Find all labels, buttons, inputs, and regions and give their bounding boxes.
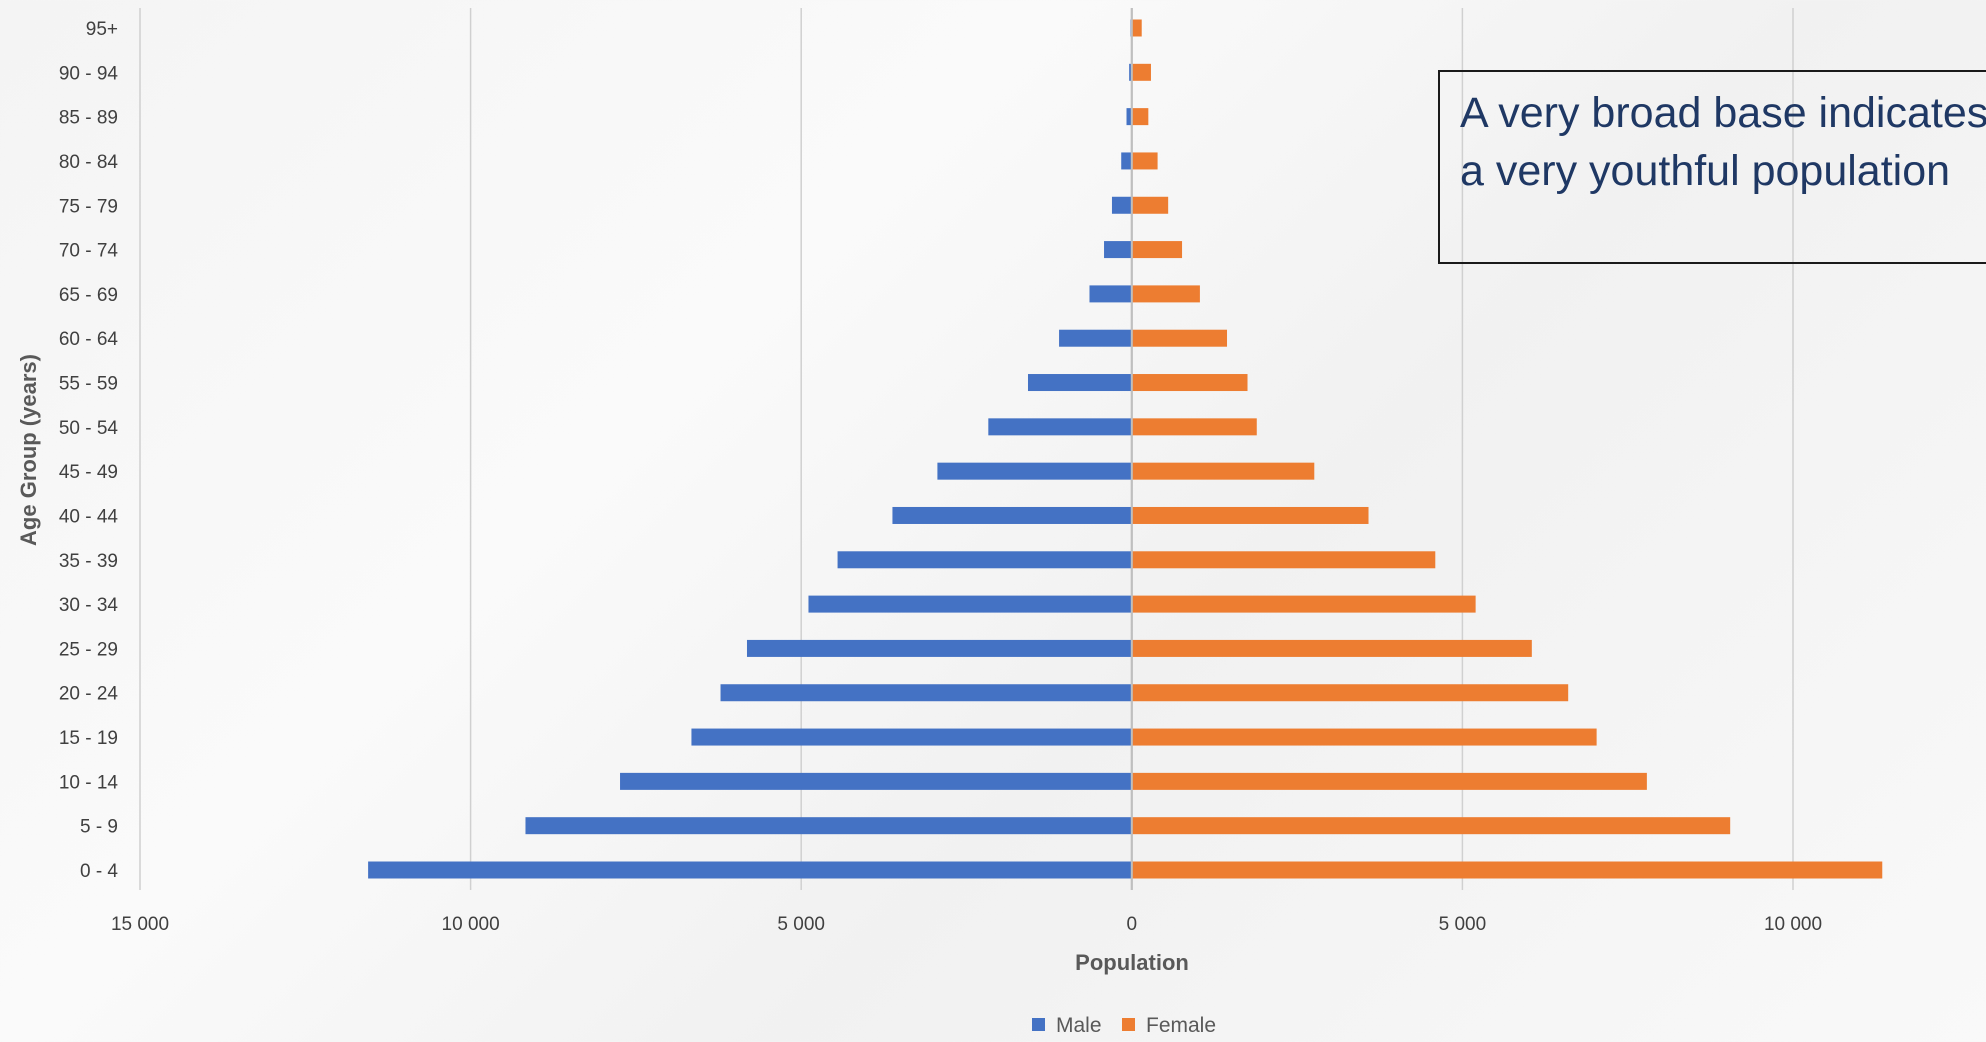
bar-female-8 bbox=[1131, 506, 1369, 524]
y-tick-label-12: 60 - 64 bbox=[59, 329, 119, 350]
legend-label-male: Male bbox=[1056, 1014, 1102, 1037]
bar-female-2 bbox=[1131, 772, 1647, 790]
bars bbox=[368, 8, 1883, 890]
y-tick-label-4: 20 - 24 bbox=[59, 684, 119, 705]
bar-male-15 bbox=[1111, 196, 1132, 214]
annotation-box: A very broad base indicates a very youth… bbox=[1438, 70, 1986, 264]
bar-male-0 bbox=[368, 861, 1132, 879]
bar-female-6 bbox=[1131, 595, 1476, 613]
legend: Male Female bbox=[1032, 1014, 1216, 1037]
x-tick-labels: 15 000 10 000 5 000 0 5 000 10 000 bbox=[111, 914, 1822, 935]
bar-male-12 bbox=[1059, 329, 1132, 347]
bar-male-5 bbox=[746, 639, 1132, 657]
bar-male-9 bbox=[937, 462, 1132, 480]
y-tick-label-7: 35 - 39 bbox=[59, 551, 118, 572]
bar-female-9 bbox=[1131, 462, 1315, 480]
y-tick-label-13: 65 - 69 bbox=[59, 285, 118, 306]
legend-label-female: Female bbox=[1146, 1014, 1216, 1037]
bar-male-17 bbox=[1126, 108, 1132, 126]
bar-female-0 bbox=[1131, 861, 1883, 879]
bar-female-17 bbox=[1131, 108, 1149, 126]
y-tick-label-9: 45 - 49 bbox=[59, 462, 118, 483]
x-tick-label-4: 5 000 bbox=[1439, 914, 1487, 935]
bar-male-4 bbox=[720, 684, 1132, 702]
bar-female-19 bbox=[1131, 19, 1142, 37]
bar-female-14 bbox=[1131, 241, 1183, 259]
bar-male-13 bbox=[1089, 285, 1132, 303]
x-tick-label-5: 10 000 bbox=[1764, 914, 1822, 935]
bar-male-11 bbox=[1027, 374, 1132, 392]
y-axis-title: Age Group (years) bbox=[16, 354, 41, 546]
y-tick-label-18: 90 - 94 bbox=[59, 63, 119, 84]
y-tick-label-15: 75 - 79 bbox=[59, 196, 118, 217]
y-tick-labels: 0 - 4 5 - 9 10 - 14 15 - 19 20 - 24 25 - 29 30… bbox=[59, 19, 119, 882]
bar-female-13 bbox=[1131, 285, 1200, 303]
bar-female-4 bbox=[1131, 684, 1569, 702]
bar-female-16 bbox=[1131, 152, 1158, 170]
x-axis-title: Population bbox=[1075, 950, 1189, 975]
legend-swatch-male bbox=[1032, 1018, 1045, 1031]
bar-male-16 bbox=[1121, 152, 1132, 170]
y-tick-label-11: 55 - 59 bbox=[59, 374, 118, 395]
bar-male-1 bbox=[525, 817, 1132, 835]
y-tick-label-19: 95+ bbox=[86, 19, 118, 40]
bar-female-18 bbox=[1131, 63, 1151, 81]
bar-male-10 bbox=[988, 418, 1132, 436]
bar-male-3 bbox=[691, 728, 1132, 746]
x-tick-label-0: 15 000 bbox=[111, 914, 169, 935]
bar-female-1 bbox=[1131, 817, 1731, 835]
bar-female-15 bbox=[1131, 196, 1169, 214]
y-tick-label-8: 40 - 44 bbox=[59, 506, 119, 527]
bar-female-10 bbox=[1131, 418, 1257, 436]
bar-male-2 bbox=[620, 772, 1132, 790]
bar-female-5 bbox=[1131, 639, 1532, 657]
x-tick-label-2: 5 000 bbox=[777, 914, 825, 935]
y-tick-label-10: 50 - 54 bbox=[59, 418, 119, 439]
bar-male-8 bbox=[892, 506, 1132, 524]
y-tick-label-2: 10 - 14 bbox=[59, 772, 119, 793]
y-tick-label-0: 0 - 4 bbox=[80, 861, 118, 882]
y-tick-label-17: 85 - 89 bbox=[59, 108, 118, 129]
y-tick-label-1: 5 - 9 bbox=[80, 817, 118, 838]
y-tick-label-3: 15 - 19 bbox=[59, 728, 118, 749]
x-tick-label-1: 10 000 bbox=[442, 914, 500, 935]
x-tick-label-3: 0 bbox=[1127, 914, 1138, 935]
bar-female-3 bbox=[1131, 728, 1597, 746]
bar-male-18 bbox=[1129, 63, 1132, 81]
bar-female-11 bbox=[1131, 374, 1248, 392]
bar-male-7 bbox=[837, 551, 1132, 569]
bar-female-12 bbox=[1131, 329, 1228, 347]
bar-female-7 bbox=[1131, 551, 1436, 569]
bar-male-14 bbox=[1104, 241, 1132, 259]
y-tick-label-14: 70 - 74 bbox=[59, 241, 119, 262]
y-tick-label-16: 80 - 84 bbox=[59, 152, 119, 173]
y-tick-label-5: 25 - 29 bbox=[59, 639, 118, 660]
legend-swatch-female bbox=[1122, 1018, 1135, 1031]
y-tick-label-6: 30 - 34 bbox=[59, 595, 119, 616]
bar-male-6 bbox=[808, 595, 1132, 613]
